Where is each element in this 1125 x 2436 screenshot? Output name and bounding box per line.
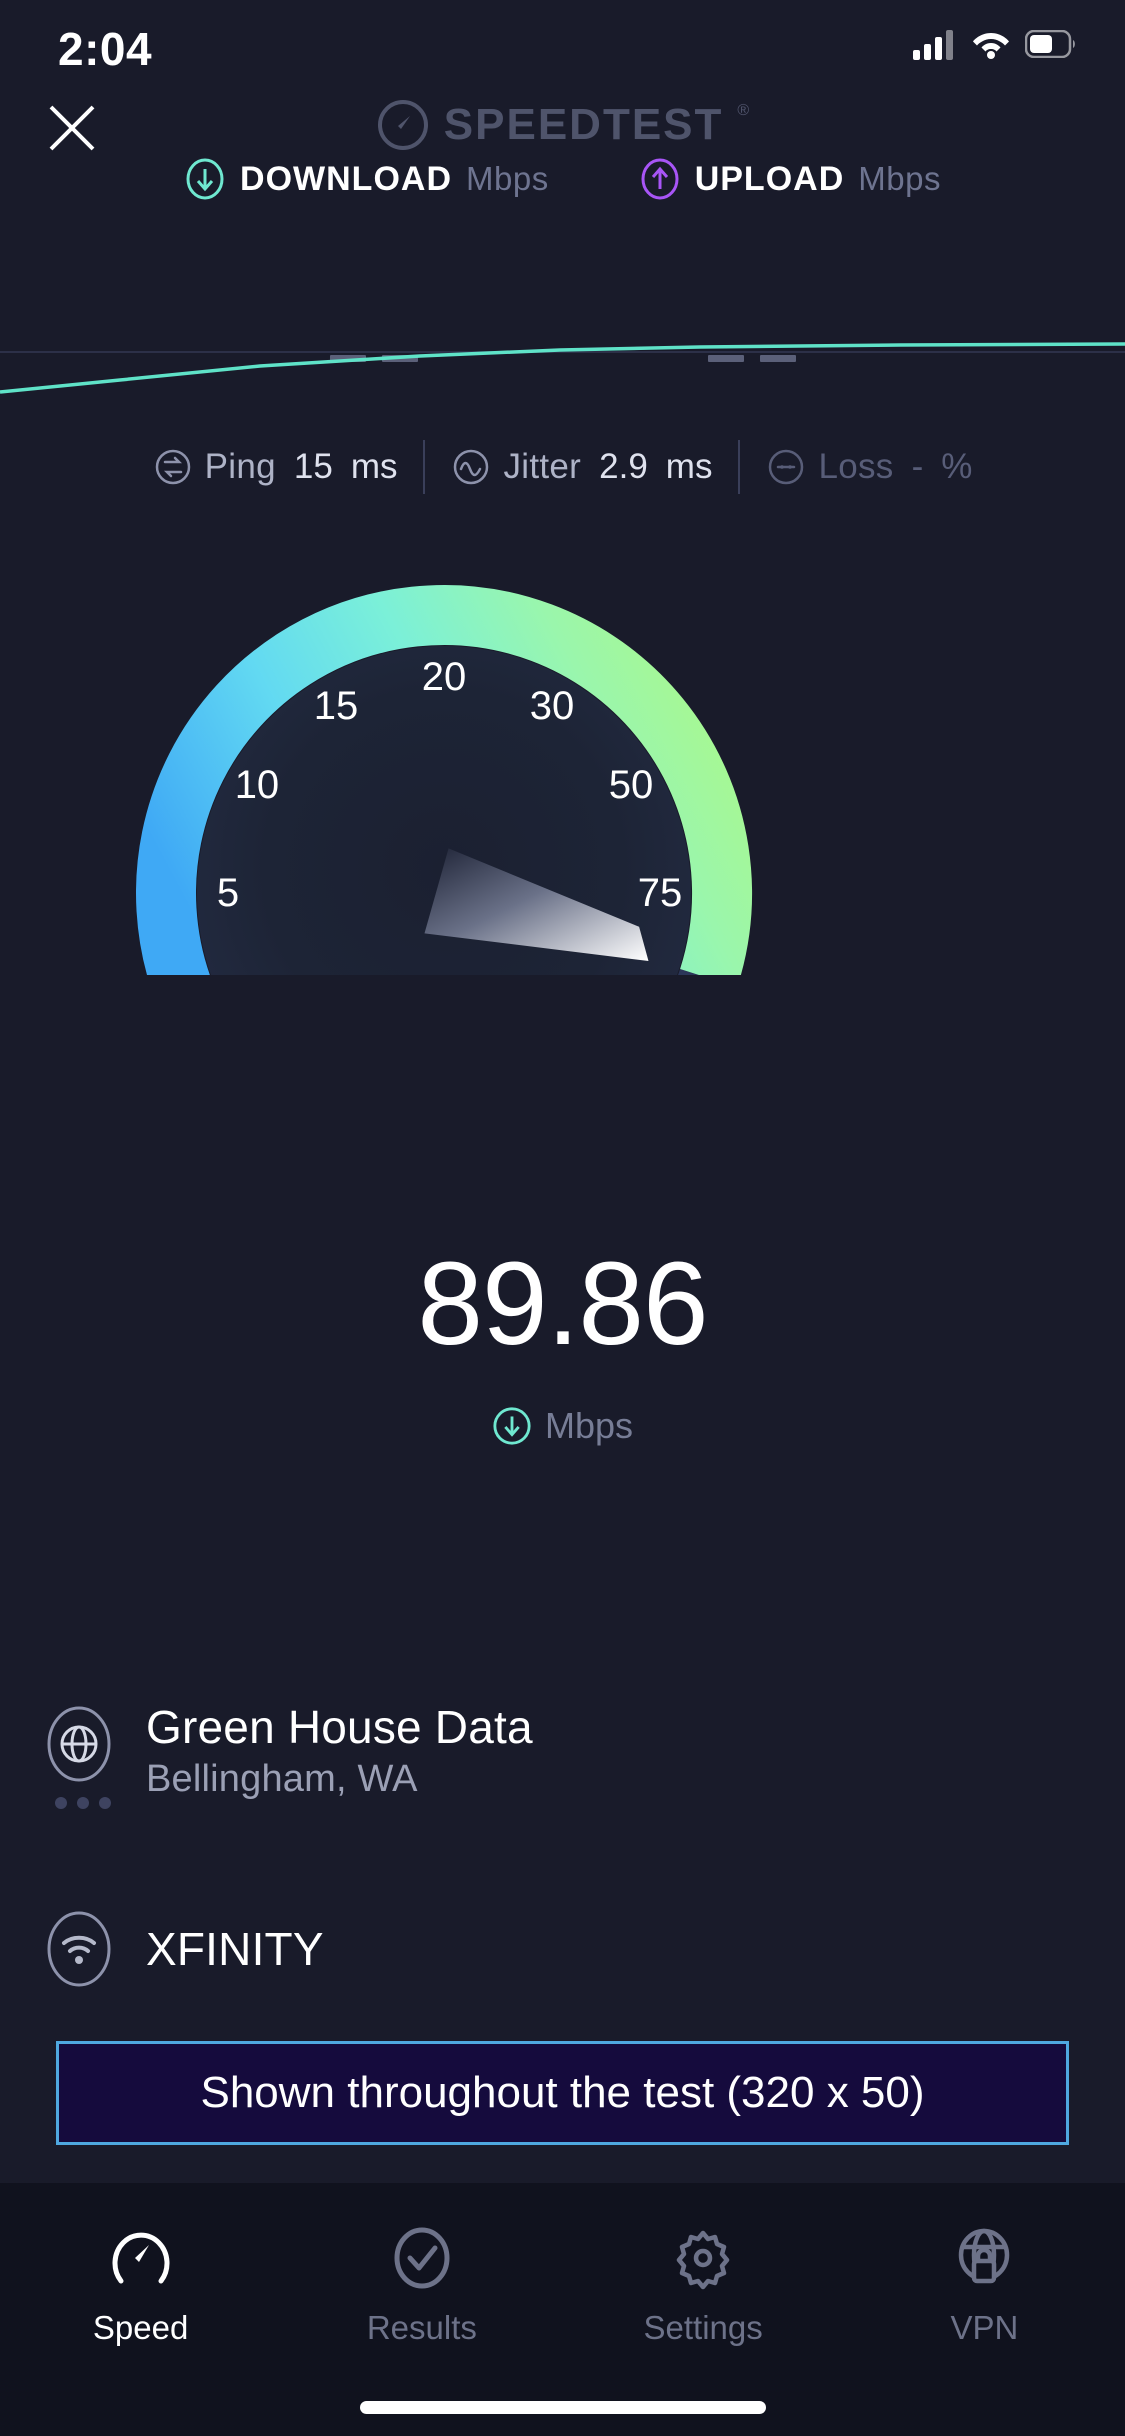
loss-stat: Loss - % <box>766 447 972 487</box>
jitter-value: 2.9 <box>599 447 648 486</box>
gauge-tick-labels: 05101520305075100 <box>217 655 683 915</box>
server-more-dots[interactable] <box>55 1797 111 1809</box>
battery-icon <box>1025 30 1075 58</box>
current-speed-value: 89.86 <box>417 1238 708 1370</box>
brand-name: SPEEDTEST <box>443 100 724 149</box>
network-stats-row: Ping 15 ms Jitter 2.9 ms Loss - % <box>0 440 1125 494</box>
tab-settings-label: Settings <box>643 2309 763 2346</box>
gear-icon <box>676 2230 730 2290</box>
speedometer-icon <box>112 2232 170 2284</box>
ping-value: 15 <box>293 447 333 486</box>
download-metric-header[interactable]: DOWNLOAD Mbps <box>184 158 549 200</box>
status-bar: 2:04 <box>0 0 1125 100</box>
stat-divider <box>423 440 426 494</box>
ping-label: Ping <box>204 447 276 486</box>
cellular-signal-icon <box>913 30 953 60</box>
tab-speed-label: Speed <box>92 2309 189 2346</box>
speed-gauge: 05101520305075100 <box>136 585 752 975</box>
wifi-icon <box>973 33 1009 59</box>
close-button[interactable] <box>36 92 108 164</box>
tab-vpn-label: VPN <box>950 2309 1019 2346</box>
loss-label: Loss <box>818 447 894 486</box>
gauge-dial-face <box>197 646 691 975</box>
gauge-tick-label: 20 <box>422 655 467 699</box>
globe-icon <box>47 1706 111 1782</box>
current-speed-unit: Mbps <box>544 1405 634 1446</box>
jitter-label: Jitter <box>503 447 582 486</box>
wifi-circle-icon <box>47 1911 111 1987</box>
dash-mark <box>329 355 366 362</box>
upload-unit: Mbps <box>858 160 941 197</box>
upload-arrow-icon <box>641 158 679 200</box>
download-unit: Mbps <box>466 160 549 197</box>
close-icon <box>49 105 95 151</box>
dash-mark <box>759 355 796 362</box>
loss-value: - <box>911 447 924 486</box>
jitter-unit: ms <box>665 447 713 486</box>
check-circle-icon <box>394 2227 450 2289</box>
stat-divider <box>738 440 741 494</box>
tab-vpn[interactable]: VPN <box>844 2225 1125 2347</box>
gauge-tick-label: 30 <box>530 684 575 728</box>
status-bar-time: 2:04 <box>58 23 153 75</box>
server-texts: Green House Data Bellingham, WA <box>146 1700 533 1801</box>
dot <box>77 1797 89 1809</box>
jitter-stat: Jitter 2.9 ms <box>451 447 712 487</box>
bottom-tab-bar: Speed Results Settings VPN <box>0 2183 1125 2436</box>
tab-settings[interactable]: Settings <box>563 2225 844 2347</box>
sparkline-line <box>0 342 1125 394</box>
gauge-tick-label: 5 <box>217 871 239 915</box>
jitter-icon <box>454 449 489 485</box>
isp-texts: XFINITY <box>146 1922 324 1976</box>
gauge-tick-label: 50 <box>609 763 654 807</box>
gauge-active-arc <box>136 585 752 975</box>
isp-name: XFINITY <box>146 1923 324 1975</box>
tab-results[interactable]: Results <box>281 2225 562 2347</box>
ping-unit: ms <box>350 447 398 486</box>
dash-mark <box>707 355 744 362</box>
server-location: Bellingham, WA <box>146 1758 418 1800</box>
upload-value-placeholder <box>707 355 796 362</box>
ping-icon <box>155 449 190 485</box>
ad-banner-text: Shown throughout the test (320 x 50) <box>200 2068 925 2117</box>
server-row[interactable]: Green House Data Bellingham, WA <box>40 1700 740 1801</box>
ad-banner[interactable]: Shown throughout the test (320 x 50) <box>56 2041 1069 2145</box>
speedtest-logo-icon <box>377 100 428 150</box>
download-label: DOWNLOAD <box>240 159 452 198</box>
upload-metric-header[interactable]: UPLOAD Mbps <box>639 158 941 200</box>
home-indicator <box>359 2401 766 2414</box>
gauge-tick-label: 75 <box>638 871 683 915</box>
download-arrow-icon <box>493 1407 531 1445</box>
current-speed-unit-row: Mbps <box>0 1405 1125 1447</box>
brand-logo: SPEEDTEST ® <box>0 98 1125 152</box>
tab-results-label: Results <box>366 2309 477 2346</box>
isp-row[interactable]: XFINITY <box>40 1905 740 1993</box>
upload-label: UPLOAD <box>694 159 845 198</box>
speed-metrics-header: DOWNLOAD Mbps UPLOAD Mbps <box>0 158 1125 200</box>
dot <box>55 1797 67 1809</box>
gauge-tick-label: 15 <box>314 684 359 728</box>
brand-trademark: ® <box>737 102 750 119</box>
gauge-needle <box>424 848 649 962</box>
tab-speed[interactable]: Speed <box>0 2225 281 2347</box>
loss-icon <box>769 449 804 485</box>
loss-unit: % <box>941 447 973 486</box>
dot <box>99 1797 111 1809</box>
status-bar-indicators <box>913 28 1077 60</box>
globe-lock-icon <box>959 2228 1010 2284</box>
server-name: Green House Data <box>146 1701 533 1753</box>
gauge-tick-label: 10 <box>235 763 280 807</box>
download-arrow-icon <box>186 158 224 200</box>
ping-stat: Ping 15 ms <box>153 447 398 487</box>
download-progress-graph <box>0 342 1125 394</box>
